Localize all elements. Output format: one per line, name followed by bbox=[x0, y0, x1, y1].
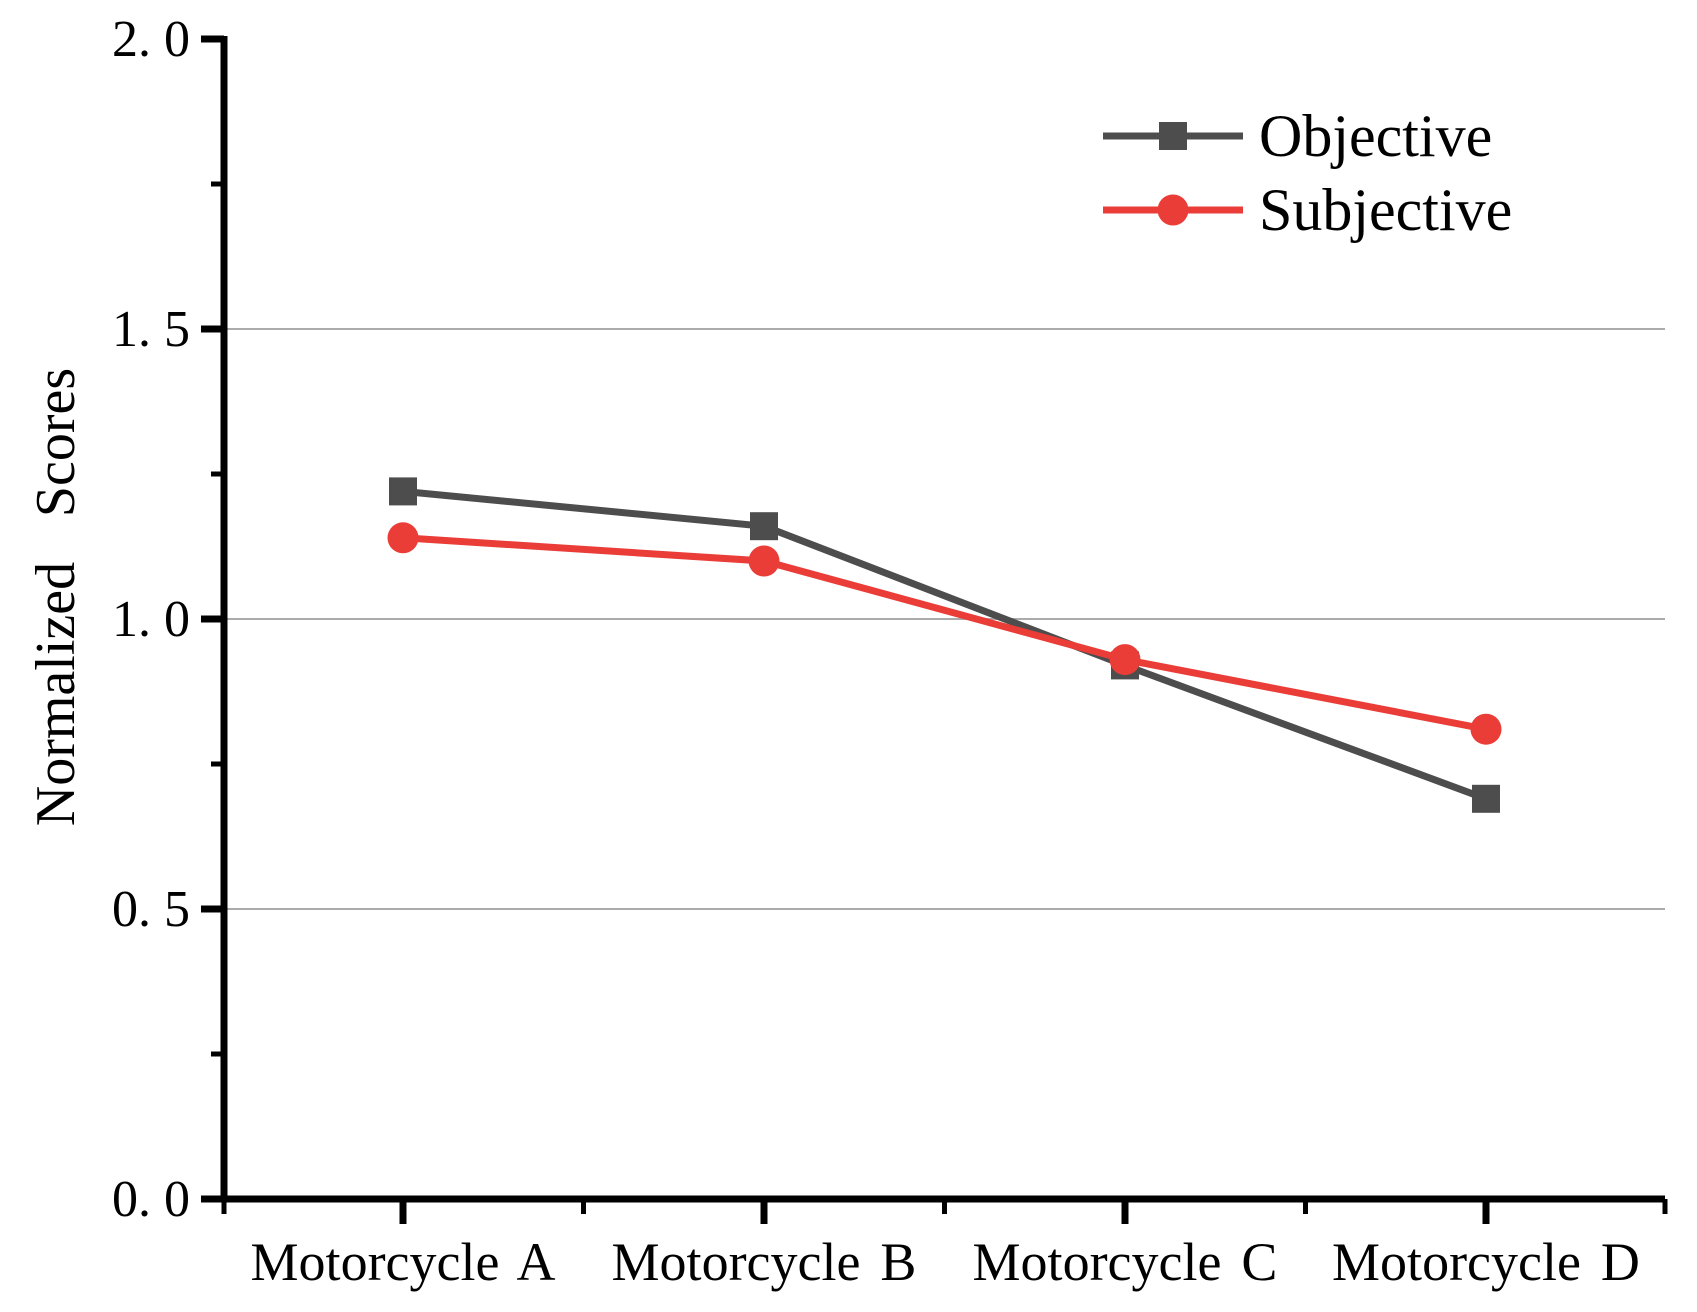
y-axis-title: Normalized Scores bbox=[25, 367, 87, 827]
series-line bbox=[402, 534, 1487, 733]
legend-label-subjective: Subjective bbox=[1259, 177, 1513, 243]
data-point-circle bbox=[387, 522, 419, 554]
y-tick-label: 1. 5 bbox=[112, 301, 190, 358]
x-axis-ticks: Motorcycle A Motorcycle B Motorcycle C Moto… bbox=[221, 1199, 1668, 1292]
series-line bbox=[402, 487, 1488, 803]
data-point-square bbox=[1472, 784, 1500, 813]
y-tick-label: 0. 5 bbox=[112, 881, 190, 938]
data-point-square bbox=[389, 477, 417, 506]
gridlines bbox=[224, 328, 1665, 910]
legend-circle-marker-icon bbox=[1103, 194, 1243, 226]
series-objective bbox=[389, 477, 1500, 813]
series-subjective bbox=[387, 522, 1502, 745]
y-tick-label: 1. 0 bbox=[112, 591, 190, 648]
legend-item-objective: Objective bbox=[1103, 99, 1512, 173]
y-tick-label: 2. 0 bbox=[112, 11, 190, 68]
data-point-square bbox=[750, 512, 778, 541]
data-point-circle bbox=[1470, 713, 1502, 745]
legend-square-marker-icon bbox=[1103, 120, 1243, 152]
y-axis-ticks: 0. 0 0. 5 1. 0 1. 5 2. 0 bbox=[112, 11, 224, 1228]
x-category-label: Motorcycle D bbox=[1332, 1232, 1640, 1292]
x-category-label: Motorcycle C bbox=[973, 1232, 1278, 1292]
data-point-circle bbox=[748, 545, 780, 577]
y-tick-label: 0. 0 bbox=[112, 1171, 190, 1228]
x-category-label: Motorcycle A bbox=[251, 1232, 556, 1292]
x-category-label: Motorcycle B bbox=[612, 1232, 917, 1292]
legend-label-objective: Objective bbox=[1259, 103, 1493, 169]
data-point-circle bbox=[1109, 644, 1141, 676]
legend: Objective Subjective bbox=[1103, 99, 1512, 247]
legend-item-subjective: Subjective bbox=[1103, 173, 1512, 247]
